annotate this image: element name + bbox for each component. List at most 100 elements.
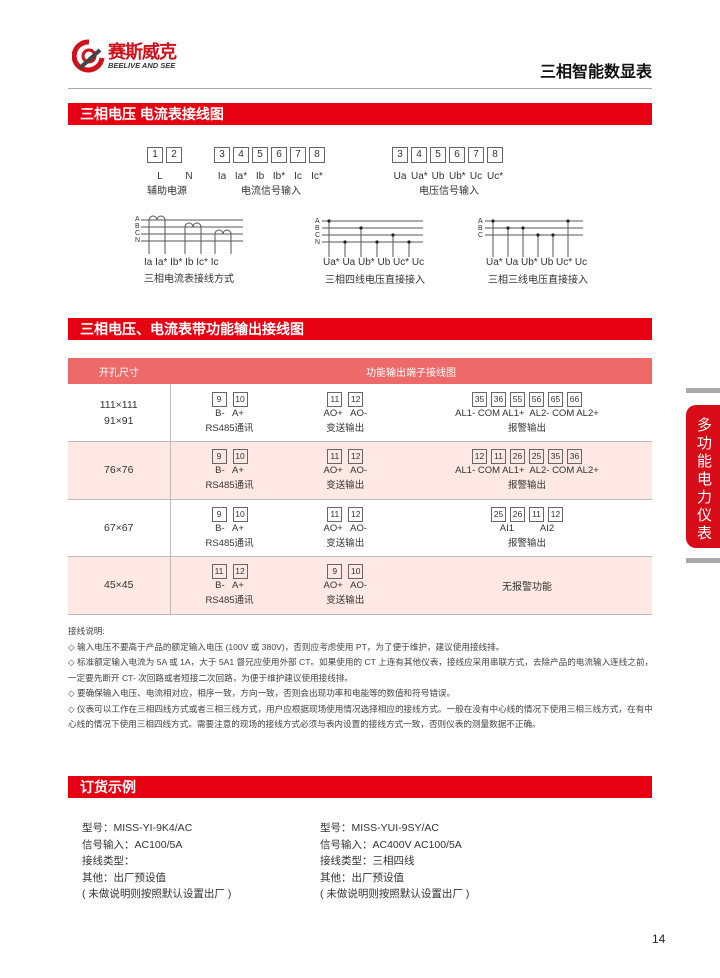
- terminal-box: 12: [348, 449, 364, 465]
- brand-logo: 赛斯威克 BEELIVE AND SEE: [71, 38, 192, 78]
- terminal-box: 11: [327, 449, 343, 465]
- cutout-size: 91×91: [104, 414, 134, 427]
- svg-text:B: B: [315, 225, 320, 232]
- side-tab-category: 多功能电力仪表: [686, 405, 720, 548]
- terminal-caption: 电流信号输入: [241, 186, 301, 197]
- terminal-box: 12: [348, 391, 364, 407]
- cutout-size: 67×67: [104, 521, 134, 534]
- pin-label: Ua: [393, 171, 407, 182]
- pin-label: Ia*: [234, 171, 248, 182]
- terminal-box: 9: [327, 564, 343, 580]
- terminal-box: 66: [567, 391, 582, 407]
- svg-text:N: N: [135, 237, 140, 244]
- terminal-box: 25: [529, 449, 544, 465]
- pin-label: Ib*: [272, 171, 286, 182]
- table-row: 45×45 11 12 B- A+ RS485通讯 9 10 AO+ AO- 变送输出 无报警功能: [68, 556, 652, 615]
- diagram-pins: Ua* Ua Ub* Ub Uc* Uc: [323, 257, 425, 268]
- pin-label: N: [185, 171, 193, 182]
- order-line: ( 未做说明则按照默认设置出厂 ): [82, 888, 232, 900]
- terminal-box: 65: [548, 391, 563, 407]
- order-line: 型号：MISS-YUI-9SY/AC: [320, 822, 440, 834]
- svg-text:A: A: [478, 218, 483, 225]
- svg-text:A: A: [135, 216, 140, 223]
- terminal-box: 11: [529, 506, 544, 522]
- terminal-strip: 9 10: [211, 506, 248, 522]
- group-caption: RS485通讯: [205, 480, 254, 492]
- terminal-box: 12: [232, 564, 248, 580]
- svg-text:B: B: [135, 223, 140, 230]
- group-caption: 变送输出: [326, 537, 365, 549]
- pin-labels: AL1- COM AL1+ AL2- COM AL2+: [455, 407, 599, 419]
- diagram-pins: Ia Ia* Ib* Ib Ic* Ic: [144, 257, 219, 268]
- terminal-box: 26: [510, 506, 525, 522]
- pin-label: Ic*: [311, 171, 323, 182]
- terminal-box: 4: [233, 147, 249, 163]
- terminal-box: 12: [548, 506, 563, 522]
- terminal-box: 5: [252, 147, 268, 163]
- note-item: ◇ 要确保输入电压、电流相对应，相序一致，方向一致，否则会出现功率和电能等的数值…: [68, 688, 456, 698]
- order-line: 接线类型：: [82, 855, 135, 867]
- terminal-group: 11 12 AO+ AO- 变送输出: [323, 391, 367, 434]
- terminal-strip: 9 10: [327, 564, 364, 580]
- terminal-box: 12: [472, 449, 487, 465]
- terminal-box: 10: [232, 391, 248, 407]
- side-tab-divider: [686, 558, 720, 563]
- terminal-group: 9 10 AO+ AO- 变送输出: [323, 564, 367, 606]
- group-caption: 变送输出: [326, 422, 365, 434]
- table-row: 111×111 91×91 9 10 B- A+ RS485通讯 11 12 AO+ AO- 变送…: [68, 384, 652, 442]
- terminal-group: 35 36 55 56 65 66 AL1- COM AL1+ AL2- COM AL2+ 报…: [437, 391, 617, 434]
- terminal-box: 35: [472, 391, 487, 407]
- terminal-box: 9: [211, 449, 227, 465]
- terminal-group: 12 11 26 25 35 36 AL1- COM AL1+ AL2- COM AL2+ 报…: [437, 449, 617, 491]
- order-line: 信号输入：AC400V AC100/5A: [320, 838, 462, 851]
- pin-label: Uc*: [487, 171, 504, 182]
- terminal-box: 26: [510, 449, 525, 465]
- svg-text:A: A: [315, 218, 320, 225]
- svg-text:N: N: [315, 239, 320, 246]
- three-wire-voltage-diagram: ABC: [478, 218, 583, 257]
- terminal-strip: 12 11 26 25 35 36: [472, 449, 582, 465]
- order-example-1: 型号：MISS-YI-9K4/AC 信号输入：AC100/5A 接线类型： 其他：出厂…: [82, 820, 231, 903]
- column-header-terminal-wiring: 功能输出端子接线图: [170, 358, 652, 384]
- terminal-box: 4: [411, 147, 427, 163]
- terminal-box: 6: [271, 147, 287, 163]
- group-caption: RS485通讯: [205, 595, 254, 607]
- terminal-box: 1: [147, 147, 163, 163]
- terminal-box: 56: [529, 391, 544, 407]
- terminal-strip: 25 26 11 12: [491, 506, 563, 522]
- pin-label: Ic: [294, 171, 302, 182]
- terminal-box: 8: [487, 147, 503, 163]
- terminal-box: 7: [468, 147, 484, 163]
- pin-labels: AI1 AI2: [499, 522, 555, 534]
- order-line: ( 未做说明则按照默认设置出厂 ): [320, 888, 470, 900]
- group-caption: 报警输出: [507, 480, 546, 492]
- svg-text:C: C: [135, 230, 140, 237]
- section-title-wiring: 三相电压 电流表接线图: [68, 103, 652, 125]
- order-line: 接线类型：三相四线: [320, 855, 415, 867]
- pin-label: Ib: [255, 171, 265, 182]
- terminal-box: 36: [491, 391, 506, 407]
- note-item: ◇ 标准额定输入电流为 5A 或 1A，大于 5A1 督兄应使用外部 CT。如果…: [68, 657, 654, 683]
- logo-text-en: BEELIVE AND SEE: [108, 61, 176, 70]
- cutout-size-cell: 67×67: [68, 499, 171, 557]
- group-caption: RS485通讯: [205, 422, 254, 434]
- group-caption: 报警输出: [507, 422, 546, 434]
- table-row: 76×76 9 10 B- A+ RS485通讯 11 12 AO+ AO- 变送输出 12 11 2…: [68, 441, 652, 500]
- pin-labels: B- A+: [215, 465, 244, 477]
- pin-label: Ub: [431, 171, 445, 182]
- group-caption: 报警输出: [507, 537, 546, 549]
- wiring-notes: 接线说明: ◇ 输入电压不要高于产品的额定输入电压 (100V 或 380V)，…: [68, 624, 658, 733]
- terminal-box: 5: [430, 147, 446, 163]
- group-caption: RS485通讯: [205, 537, 254, 549]
- terminal-box: 10: [348, 564, 364, 580]
- column-header-cutout-size: 开孔尺寸: [68, 358, 170, 384]
- terminal-strip: 11 12: [327, 391, 364, 407]
- terminal-pins: Ua Ua* Ub Ub* Uc Uc*: [392, 171, 504, 182]
- terminal-group: 9 10 B- A+ RS485通讯: [205, 449, 254, 492]
- terminal-pins: Ia Ia* Ib Ib* Ic Ic*: [214, 171, 325, 182]
- pin-labels: AO+ AO-: [323, 580, 368, 592]
- note-item: ◇ 仪表可以工作在三相四线方式或者三相三线方式，用户应根据现场使用情况选择相应的…: [68, 703, 653, 730]
